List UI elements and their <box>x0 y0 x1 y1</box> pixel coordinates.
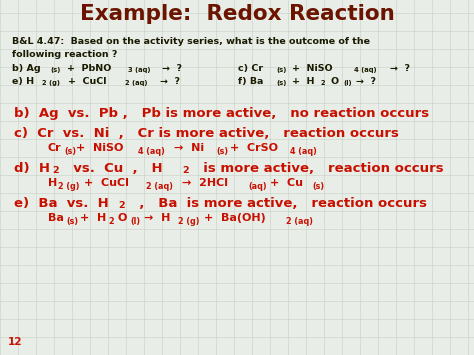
Text: is more active,   reaction occurs: is more active, reaction occurs <box>194 162 444 175</box>
Text: 2 (aq): 2 (aq) <box>146 182 173 191</box>
Text: →  ?: → ? <box>162 64 182 73</box>
Text: +  H: + H <box>80 213 106 223</box>
Text: (s): (s) <box>66 217 78 225</box>
Text: +  PbNO: + PbNO <box>67 64 111 73</box>
Text: Cr: Cr <box>48 143 62 153</box>
Text: (l): (l) <box>343 80 352 86</box>
Text: 2: 2 <box>118 201 125 210</box>
Text: +  Ba(OH): + Ba(OH) <box>204 213 266 223</box>
Text: 2 (g): 2 (g) <box>58 182 80 191</box>
Text: +  NiSO: + NiSO <box>292 64 333 73</box>
Text: Example:  Redox Reaction: Example: Redox Reaction <box>80 4 394 24</box>
Text: (s): (s) <box>216 147 228 155</box>
Text: 2 (aq): 2 (aq) <box>286 217 313 225</box>
Text: e)  Ba  vs.  H: e) Ba vs. H <box>14 197 109 210</box>
Text: (aq): (aq) <box>248 182 266 191</box>
Text: →  H: → H <box>144 213 170 223</box>
Text: 4 (aq): 4 (aq) <box>354 67 377 73</box>
Text: c) Cr: c) Cr <box>238 64 263 73</box>
Text: +  CuCl: + CuCl <box>68 77 107 86</box>
Text: 2 (g): 2 (g) <box>42 80 60 86</box>
Text: →  ?: → ? <box>356 77 376 86</box>
Text: O: O <box>118 213 128 223</box>
Text: (s): (s) <box>64 147 76 155</box>
Text: 4 (aq): 4 (aq) <box>290 147 317 155</box>
Text: 12: 12 <box>8 337 22 347</box>
Text: O: O <box>331 77 339 86</box>
Text: +  NiSO: + NiSO <box>76 143 123 153</box>
Text: +  H: + H <box>292 77 315 86</box>
Text: →  Ni: → Ni <box>174 143 204 153</box>
Text: (s): (s) <box>50 67 60 73</box>
Text: f) Ba: f) Ba <box>238 77 264 86</box>
Text: +  CrSO: + CrSO <box>230 143 278 153</box>
Text: 4 (aq): 4 (aq) <box>138 147 165 155</box>
Text: (s): (s) <box>312 182 324 191</box>
Text: 2: 2 <box>52 166 59 175</box>
Text: H: H <box>48 178 57 188</box>
Text: 2 (aq): 2 (aq) <box>125 80 147 86</box>
Text: (l): (l) <box>130 217 140 225</box>
Text: c)  Cr  vs.  Ni  ,   Cr is more active,   reaction occurs: c) Cr vs. Ni , Cr is more active, reacti… <box>14 127 399 140</box>
Text: e) H: e) H <box>12 77 34 86</box>
Text: (s): (s) <box>276 80 286 86</box>
Text: d)  H: d) H <box>14 162 50 175</box>
Text: following reaction ?: following reaction ? <box>12 50 118 59</box>
Text: B&L 4.47:  Based on the activity series, what is the outcome of the: B&L 4.47: Based on the activity series, … <box>12 37 370 46</box>
Text: 2: 2 <box>321 80 326 86</box>
Text: +  CuCl: + CuCl <box>84 178 129 188</box>
Text: 2 (g): 2 (g) <box>178 217 200 225</box>
Text: b) Ag: b) Ag <box>12 64 41 73</box>
Text: →  ?: → ? <box>160 77 180 86</box>
Text: 2: 2 <box>108 217 114 225</box>
Text: Ba: Ba <box>48 213 64 223</box>
Text: (s): (s) <box>276 67 286 73</box>
Text: ,   Ba  is more active,   reaction occurs: , Ba is more active, reaction occurs <box>130 197 427 210</box>
Text: 2: 2 <box>182 166 189 175</box>
Text: b)  Ag  vs.  Pb ,   Pb is more active,   no reaction occurs: b) Ag vs. Pb , Pb is more active, no rea… <box>14 107 429 120</box>
Text: vs.  Cu  ,   H: vs. Cu , H <box>64 162 163 175</box>
Text: +  Cu: + Cu <box>270 178 303 188</box>
Text: 3 (aq): 3 (aq) <box>128 67 151 73</box>
Text: →  ?: → ? <box>390 64 410 73</box>
Text: →  2HCl: → 2HCl <box>182 178 228 188</box>
